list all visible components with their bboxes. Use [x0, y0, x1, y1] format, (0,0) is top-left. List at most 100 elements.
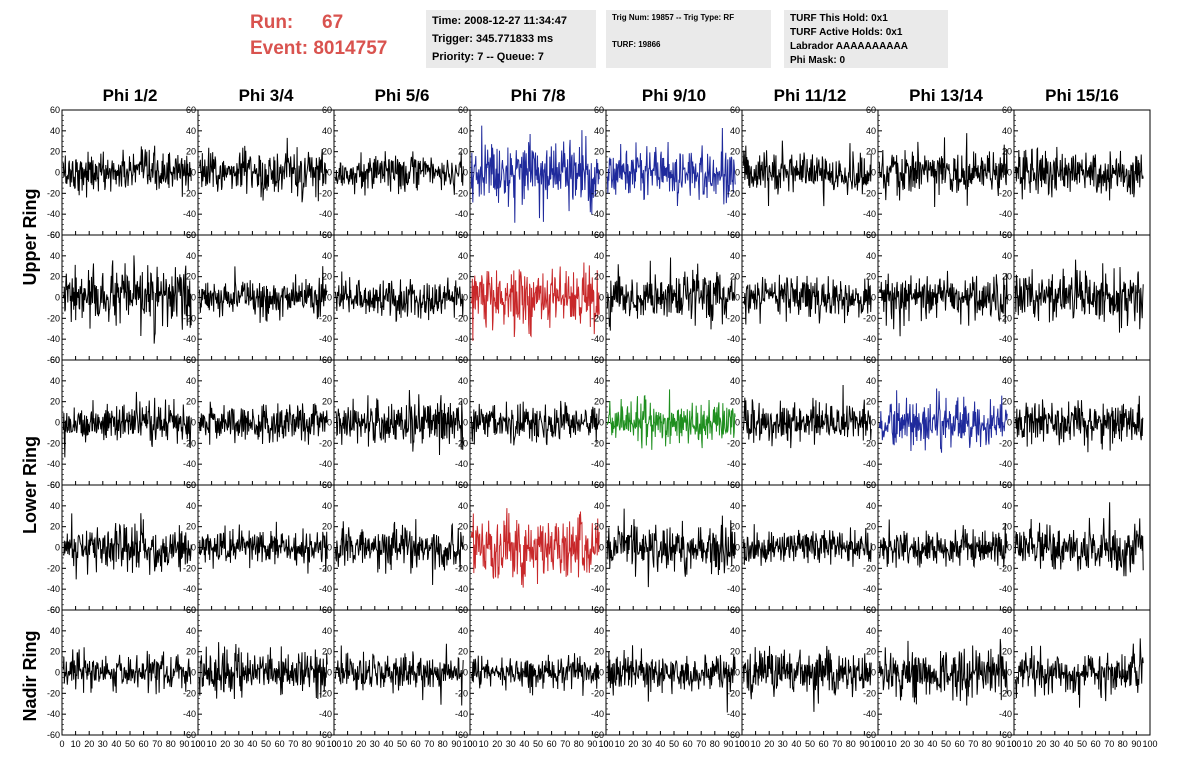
y-tick-label: 0: [735, 418, 740, 428]
y-tick-label: 20: [1002, 397, 1012, 407]
waveform-trace: [470, 125, 600, 223]
y-tick-label: 60: [866, 230, 876, 240]
y-tick-label: 60: [322, 355, 332, 365]
y-tick-label: 40: [730, 626, 740, 636]
y-tick-label: 20: [458, 522, 468, 532]
y-tick-label: 60: [186, 355, 196, 365]
y-tick-label: 20: [458, 147, 468, 157]
x-tick-label: 80: [1118, 739, 1128, 749]
y-tick-label: 0: [1007, 543, 1012, 553]
waveform-trace: [470, 508, 600, 588]
y-tick-label: -20: [319, 688, 332, 698]
y-tick-label: 0: [735, 668, 740, 678]
y-tick-label: -20: [319, 563, 332, 573]
y-tick-label: -40: [319, 334, 332, 344]
y-tick-label: 0: [327, 293, 332, 303]
x-tick-label: 30: [98, 739, 108, 749]
y-tick-label: -20: [863, 563, 876, 573]
y-tick-label: -40: [727, 584, 740, 594]
y-tick-label: 0: [55, 543, 60, 553]
y-tick-label: 40: [730, 251, 740, 261]
y-tick-label: -20: [999, 313, 1012, 323]
y-tick-label: 60: [186, 480, 196, 490]
x-tick-label: 40: [655, 739, 665, 749]
y-tick-label: -40: [319, 209, 332, 219]
waveform-trace: [470, 400, 600, 446]
x-tick-label: 60: [411, 739, 421, 749]
waveform-trace: [742, 645, 872, 712]
x-tick-label: 80: [846, 739, 856, 749]
x-tick-label: 40: [927, 739, 937, 749]
y-tick-label: -40: [47, 209, 60, 219]
x-tick-label: 100: [462, 739, 477, 749]
y-tick-label: 60: [594, 355, 604, 365]
waveform-trace: [742, 385, 872, 449]
x-tick-label: 20: [628, 739, 638, 749]
y-tick-label: 0: [463, 418, 468, 428]
x-tick-label: 90: [859, 739, 869, 749]
y-tick-label: 20: [866, 147, 876, 157]
y-tick-label: 0: [599, 668, 604, 678]
time-text: Time: 2008-12-27 11:34:47: [432, 15, 567, 27]
y-tick-label: 60: [322, 605, 332, 615]
waveform-trace: [334, 519, 464, 585]
x-tick-label: 80: [166, 739, 176, 749]
y-tick-label: -20: [999, 188, 1012, 198]
y-tick-label: -20: [183, 438, 196, 448]
waveform-panel-r4-c5: -60 -40 -20 0 20 40 60: [727, 605, 879, 740]
y-tick-label: -20: [455, 563, 468, 573]
x-tick-label: 100: [870, 739, 885, 749]
y-tick-label: -40: [183, 334, 196, 344]
y-tick-label: -20: [319, 188, 332, 198]
y-tick-label: 20: [186, 647, 196, 657]
panel-frame: [333, 109, 471, 236]
y-tick-label: -20: [591, 438, 604, 448]
y-tick-label: -20: [727, 563, 740, 573]
event-value: 8014757: [313, 38, 388, 59]
y-tick-label: -20: [183, 188, 196, 198]
column-title-phi-11-12: Phi 11/12: [773, 86, 847, 105]
waveform-trace: [606, 257, 736, 331]
y-tick-label: -40: [863, 209, 876, 219]
x-tick-label: 70: [1104, 739, 1114, 749]
trigger-info-box: Trig Num: 19857 -- Trig Type: RF TURF: 1…: [606, 10, 771, 68]
y-tick-label: 40: [866, 251, 876, 261]
y-tick-label: -40: [47, 584, 60, 594]
x-tick-label: 80: [574, 739, 584, 749]
y-tick-label: 0: [191, 418, 196, 428]
y-tick-label: 20: [186, 272, 196, 282]
waveform-trace: [62, 513, 192, 580]
x-tick-label: 20: [1036, 739, 1046, 749]
y-tick-label: -60: [47, 605, 60, 615]
x-tick-label: 40: [791, 739, 801, 749]
waveform-panel-r2-c0: -60 -40 -20 0 20 40 60: [47, 355, 199, 490]
y-tick-label: 20: [866, 522, 876, 532]
y-tick-label: 60: [458, 605, 468, 615]
y-tick-label: 40: [866, 501, 876, 511]
x-tick-label: 10: [751, 739, 761, 749]
y-tick-label: -40: [47, 709, 60, 719]
y-tick-label: -40: [999, 334, 1012, 344]
x-tick-label: 60: [683, 739, 693, 749]
x-tick-label: 20: [84, 739, 94, 749]
y-tick-label: -40: [727, 209, 740, 219]
y-tick-label: 0: [1007, 418, 1012, 428]
y-tick-label: -40: [183, 209, 196, 219]
x-tick-label: 40: [519, 739, 529, 749]
y-tick-label: 20: [866, 647, 876, 657]
run-event-box: Run: 67 Event: 8014757: [250, 10, 420, 68]
x-tick-label: 0: [467, 739, 472, 749]
y-tick-label: 20: [594, 647, 604, 657]
